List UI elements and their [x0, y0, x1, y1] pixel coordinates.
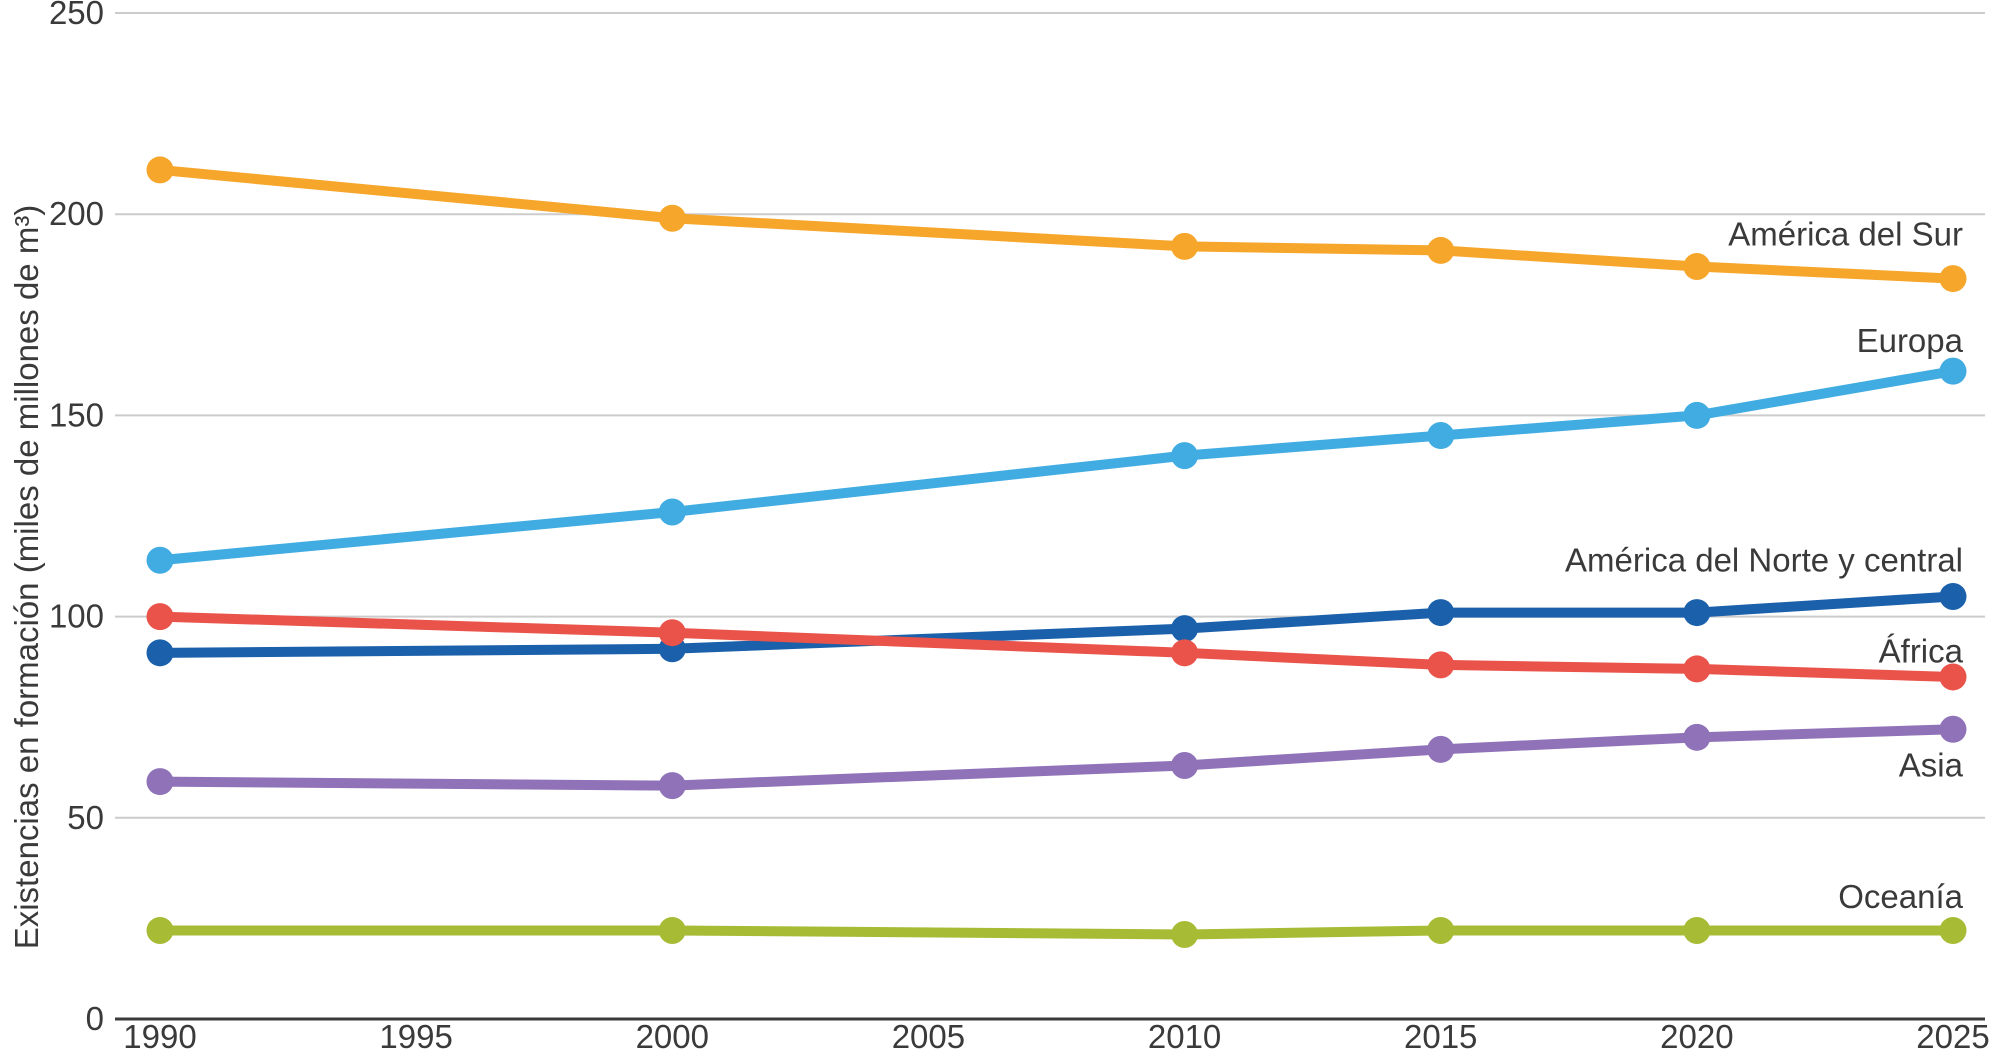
y-tick-label: 250 — [49, 0, 104, 31]
data-point-marker — [1939, 715, 1967, 743]
series-line — [155, 925, 1958, 940]
series-line — [155, 366, 1958, 566]
series-line — [155, 164, 1958, 284]
data-point-marker — [1939, 582, 1967, 610]
data-point-marker — [658, 498, 686, 526]
tick-labels-layer: 0 50 100 150 200 250 1990 1995 2000 2005 2010 2015 2… — [49, 0, 1990, 1052]
x-tick-label: 2020 — [1660, 1018, 1733, 1052]
data-point-marker — [1939, 663, 1967, 691]
data-point-marker — [658, 204, 686, 232]
data-point-marker — [1427, 651, 1455, 679]
series-line — [155, 724, 1958, 791]
data-point-marker — [1171, 751, 1199, 779]
series-line — [155, 591, 1958, 658]
data-point-marker — [1427, 236, 1455, 264]
data-point-marker — [1683, 916, 1711, 944]
series-label: Oceanía — [1838, 878, 1963, 915]
data-point-marker — [1171, 615, 1199, 643]
gridlines-layer — [115, 12, 1985, 1021]
x-tick-label: 2005 — [892, 1018, 965, 1052]
data-point-marker — [146, 603, 174, 631]
data-point-marker — [146, 156, 174, 184]
data-point-marker — [1171, 232, 1199, 260]
data-point-marker — [658, 619, 686, 647]
data-point-marker — [1427, 916, 1455, 944]
data-point-marker — [1683, 253, 1711, 281]
series-label: África — [1879, 633, 1964, 670]
y-tick-label: 100 — [49, 598, 104, 635]
y-axis-title: Existencias en formación (miles de millo… — [8, 205, 45, 950]
data-point-marker — [146, 546, 174, 574]
data-point-marker — [1683, 599, 1711, 627]
y-tick-label: 0 — [86, 1000, 104, 1037]
data-point-marker — [146, 639, 174, 667]
data-point-marker — [1427, 422, 1455, 450]
y-tick-label: 200 — [49, 195, 104, 232]
x-tick-label: 1990 — [123, 1018, 196, 1052]
data-point-marker — [1171, 639, 1199, 667]
data-point-marker — [1427, 735, 1455, 763]
data-point-marker — [1939, 357, 1967, 385]
data-point-marker — [658, 772, 686, 800]
data-point-marker — [1171, 442, 1199, 470]
x-tick-label: 2000 — [636, 1018, 709, 1052]
data-point-marker — [1427, 599, 1455, 627]
data-point-marker — [1683, 655, 1711, 683]
series-label: Asia — [1899, 746, 1964, 783]
data-point-marker — [1939, 265, 1967, 293]
data-point-marker — [146, 768, 174, 796]
data-point-marker — [658, 916, 686, 944]
series-label: América del Sur — [1728, 215, 1963, 252]
series-line — [155, 611, 1958, 682]
data-point-marker — [1171, 920, 1199, 948]
series-layer — [146, 156, 1967, 948]
data-point-marker — [1683, 723, 1711, 751]
data-point-marker — [146, 916, 174, 944]
series-label: Europa — [1857, 322, 1964, 359]
x-tick-label: 2015 — [1404, 1018, 1477, 1052]
series-labels-layer: América del Sur Europa América del Norte y… — [1565, 215, 1964, 915]
x-tick-label: 2010 — [1148, 1018, 1221, 1052]
x-tick-label: 1995 — [379, 1018, 452, 1052]
y-tick-label: 150 — [49, 396, 104, 433]
data-point-marker — [1683, 401, 1711, 429]
y-tick-label: 50 — [67, 799, 104, 836]
data-point-marker — [1939, 916, 1967, 944]
x-tick-label: 2025 — [1916, 1018, 1989, 1052]
series-label: América del Norte y central — [1565, 541, 1963, 578]
